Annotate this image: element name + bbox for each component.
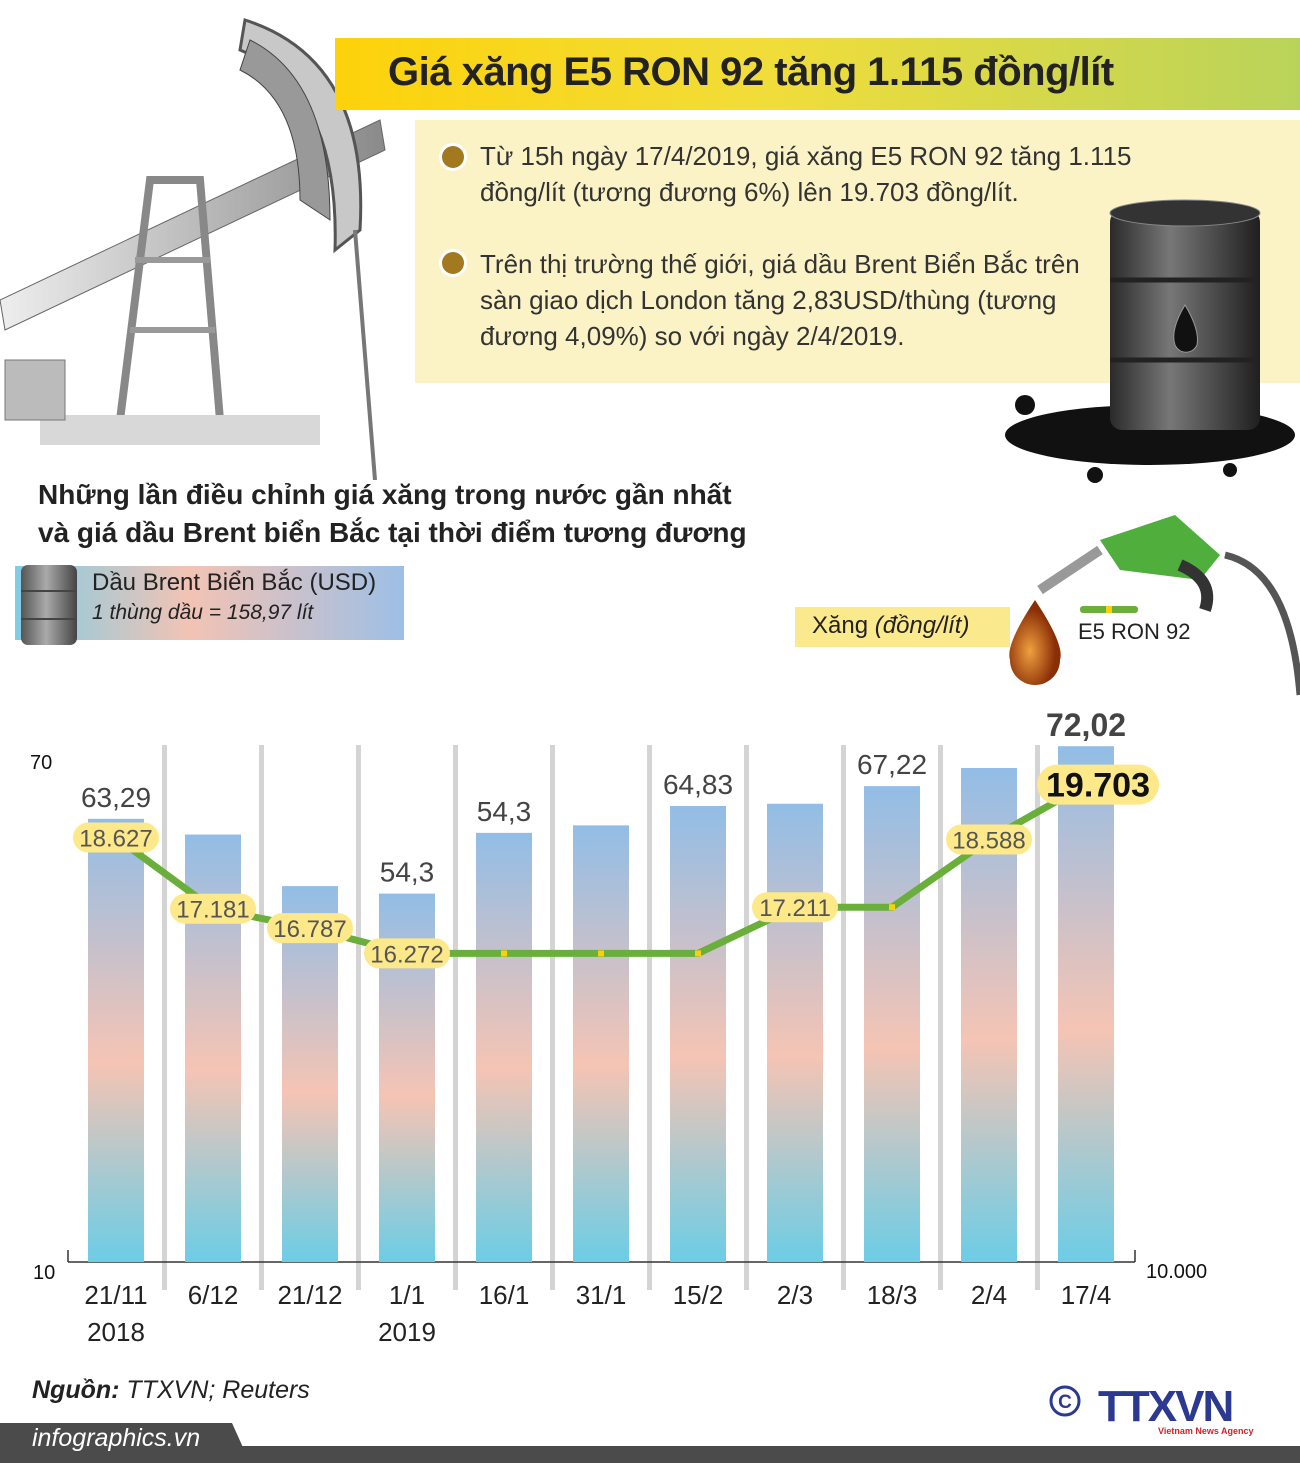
x-tick-label: 2/3: [776, 1280, 814, 1310]
site-link[interactable]: infographics.vn: [32, 1424, 201, 1452]
x-tick-label: 15/2: [672, 1280, 724, 1310]
line-value-pill: [73, 822, 159, 853]
legend-xang-label: Xăng (đồng/lít): [812, 612, 969, 640]
bar-31/1: [573, 825, 629, 1262]
page-title: Giá xăng E5 RON 92 tăng 1.115 đồng/lít: [388, 50, 1114, 94]
x-tick-label: 18/3: [866, 1280, 918, 1310]
x-tick-label: 21/12: [277, 1280, 343, 1310]
bar-21/11: [88, 818, 144, 1262]
legend-brent-note: 1 thùng dầu = 158,97 lít: [92, 601, 314, 624]
line-point-marker: [598, 950, 604, 957]
bar-value-label: 54,3: [380, 857, 435, 888]
info-bullet-2: Trên thị trường thế giới, giá dầu Brent …: [480, 249, 1080, 351]
line-value-pill: [170, 893, 256, 924]
line-value-pill: [364, 938, 450, 969]
x-year-label: 2018: [87, 1317, 145, 1347]
line-value-label: 19.703: [1046, 767, 1150, 805]
right-axis-tick-min: 10.000: [1146, 1261, 1208, 1283]
line-value-pill: [267, 913, 353, 944]
footer-bar: [0, 1446, 1300, 1463]
line-point-marker: [695, 950, 701, 957]
x-tick-label: 21/11: [84, 1280, 148, 1310]
legend-brent: [15, 566, 404, 640]
line-value-label: 17.211: [759, 895, 831, 922]
oil-barrel-illustration: [1005, 199, 1295, 483]
ttxvn-logo: C TTXVN Vietnam News Agency: [1048, 1382, 1273, 1443]
line-value-pill: [752, 892, 838, 923]
x-tick-label: 17/4: [1060, 1280, 1112, 1310]
logo-graphic: C TTXVN Vietnam News Agency: [1049, 1382, 1254, 1436]
line-value-label: 16.272: [370, 941, 443, 968]
source-note: Nguồn: TTXVN; Reuters: [32, 1376, 310, 1405]
bar-2/3: [767, 803, 823, 1262]
bar-15/2: [670, 805, 726, 1262]
footer-tab: [0, 1423, 250, 1463]
bar-18/3: [864, 786, 920, 1262]
x-tick-label: 1/1: [388, 1280, 426, 1310]
left-axis-tick-min: 10: [33, 1262, 56, 1284]
barrel-icon: [21, 565, 77, 645]
bar-21/12: [282, 886, 338, 1262]
svg-text:C: C: [1058, 1392, 1072, 1413]
line-value-label: 18.588: [952, 827, 1025, 854]
svg-text:Vietnam News Agency: Vietnam News Agency: [1158, 1426, 1254, 1436]
line-value-pill: [946, 824, 1032, 855]
xang-unit: (đồng/lít): [874, 612, 970, 639]
source-value: TTXVN; Reuters: [126, 1376, 310, 1404]
left-axis-tick-max: 70: [30, 752, 53, 774]
line-point-marker: [889, 904, 895, 911]
source-label: Nguồn:: [32, 1376, 120, 1404]
fuel-nozzle-icon: [1009, 515, 1300, 696]
xang-label: Xăng: [812, 612, 869, 639]
e5-line-legend-icon: [1080, 606, 1138, 613]
bar-value-label: 64,83: [663, 769, 733, 800]
subtitle-line-2: và giá dầu Brent biển Bắc tại thời điểm …: [38, 517, 747, 548]
bar-value-label: 72,02: [1046, 707, 1126, 743]
pump-jack-illustration: [0, 18, 386, 480]
legend-e5-label: E5 RON 92: [1078, 619, 1191, 644]
x-year-label: 2019: [378, 1317, 436, 1347]
x-tick-label: 16/1: [478, 1280, 530, 1310]
bullet-icon: [442, 252, 464, 274]
title-banner: [335, 38, 1300, 110]
info-bullet-1: Từ 15h ngày 17/4/2019, giá xăng E5 RON 9…: [480, 141, 1132, 207]
x-tick-label: 2/4: [970, 1280, 1008, 1310]
line-value-label: 16.787: [273, 916, 346, 943]
x-tick-label: 31/1: [575, 1280, 627, 1310]
bar-value-label: 67,22: [857, 749, 927, 780]
line-point-marker: [501, 950, 507, 957]
chart-subtitle: Những lần điều chỉnh giá xăng trong nước…: [38, 476, 747, 552]
line-value-label: 18.627: [79, 826, 152, 853]
bar-17/4: [1058, 746, 1114, 1262]
subtitle-line-1: Những lần điều chỉnh giá xăng trong nước…: [38, 479, 732, 510]
svg-text:TTXVN: TTXVN: [1098, 1383, 1232, 1431]
legend-brent-label: Dầu Brent Biển Bắc (USD): [92, 569, 377, 596]
bar-value-label: 54,3: [477, 796, 532, 827]
legend-xang: [795, 607, 1010, 647]
line-value-label: 17.181: [176, 897, 249, 924]
bar-16/1: [476, 832, 532, 1262]
bar-value-label: 63,29: [81, 782, 151, 813]
bullet-icon: [442, 146, 464, 168]
line-value-pill: [1037, 764, 1159, 805]
x-tick-label: 6/12: [187, 1280, 239, 1310]
